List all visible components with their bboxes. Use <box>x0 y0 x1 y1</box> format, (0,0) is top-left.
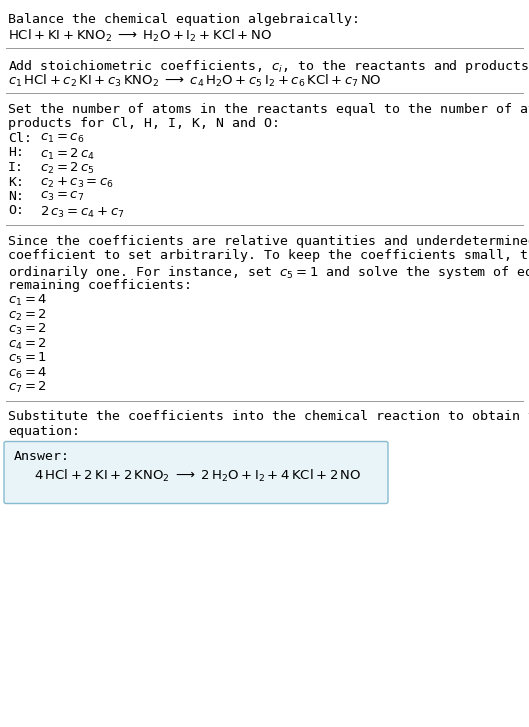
Text: $c_4 = 2$: $c_4 = 2$ <box>8 337 47 352</box>
Text: $c_3 = c_7$: $c_3 = c_7$ <box>40 190 84 203</box>
Text: equation:: equation: <box>8 425 80 438</box>
Text: ordinarily one. For instance, set $c_5 = 1$ and solve the system of equations fo: ordinarily one. For instance, set $c_5 =… <box>8 264 529 281</box>
Text: $c_1 = 2\,c_4$: $c_1 = 2\,c_4$ <box>40 147 95 161</box>
Text: $c_2 = 2\,c_5$: $c_2 = 2\,c_5$ <box>40 161 95 176</box>
Text: Substitute the coefficients into the chemical reaction to obtain the balanced: Substitute the coefficients into the che… <box>8 411 529 424</box>
Text: coefficient to set arbitrarily. To keep the coefficients small, the arbitrary va: coefficient to set arbitrarily. To keep … <box>8 249 529 262</box>
Text: H:: H: <box>8 147 24 159</box>
Text: Cl:: Cl: <box>8 132 32 145</box>
Text: N:: N: <box>8 190 24 203</box>
Text: Since the coefficients are relative quantities and underdetermined, choose a: Since the coefficients are relative quan… <box>8 235 529 248</box>
Text: Add stoichiometric coefficients, $c_i$, to the reactants and products:: Add stoichiometric coefficients, $c_i$, … <box>8 58 529 75</box>
Text: Set the number of atoms in the reactants equal to the number of atoms in the: Set the number of atoms in the reactants… <box>8 103 529 116</box>
Text: K:: K: <box>8 175 24 188</box>
Text: remaining coefficients:: remaining coefficients: <box>8 278 192 292</box>
Text: $c_2 + c_3 = c_6$: $c_2 + c_3 = c_6$ <box>40 175 114 190</box>
Text: $c_3 = 2$: $c_3 = 2$ <box>8 322 47 337</box>
Text: $c_5 = 1$: $c_5 = 1$ <box>8 351 47 366</box>
Text: $c_1 = c_6$: $c_1 = c_6$ <box>40 132 84 145</box>
Text: Answer:: Answer: <box>14 449 70 462</box>
Text: $c_1 = 4$: $c_1 = 4$ <box>8 293 48 308</box>
Text: $c_7 = 2$: $c_7 = 2$ <box>8 380 47 395</box>
Text: $c_2 = 2$: $c_2 = 2$ <box>8 308 47 323</box>
Text: $\mathrm{4\,HCl + 2\,KI + 2\,KNO_2 \;\longrightarrow\; 2\,H_2O + I_2 + 4\,KCl + : $\mathrm{4\,HCl + 2\,KI + 2\,KNO_2 \;\lo… <box>34 468 361 484</box>
Text: products for Cl, H, I, K, N and O:: products for Cl, H, I, K, N and O: <box>8 118 280 131</box>
Text: $c_6 = 4$: $c_6 = 4$ <box>8 366 48 381</box>
Text: $2\,c_3 = c_4 + c_7$: $2\,c_3 = c_4 + c_7$ <box>40 204 125 220</box>
Text: O:: O: <box>8 204 24 217</box>
Text: I:: I: <box>8 161 24 174</box>
Text: Balance the chemical equation algebraically:: Balance the chemical equation algebraica… <box>8 13 360 26</box>
Text: $c_1\,\mathrm{HCl} + c_2\,\mathrm{KI} + c_3\,\mathrm{KNO_2} \;\longrightarrow\; : $c_1\,\mathrm{HCl} + c_2\,\mathrm{KI} + … <box>8 73 382 89</box>
Text: $\mathrm{HCl + KI + KNO_2 \;\longrightarrow\; H_2O + I_2 + KCl + NO}$: $\mathrm{HCl + KI + KNO_2 \;\longrightar… <box>8 28 272 44</box>
FancyBboxPatch shape <box>4 441 388 504</box>
